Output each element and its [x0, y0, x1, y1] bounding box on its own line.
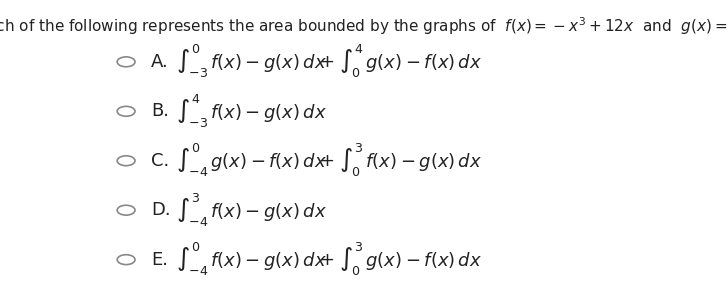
Text: $+$: $+$ [320, 53, 335, 71]
Text: $+$: $+$ [320, 152, 335, 170]
Text: $\int_{-3}^{0}\, f(x) - g(x)\, dx$: $\int_{-3}^{0}\, f(x) - g(x)\, dx$ [175, 43, 326, 80]
Text: C.: C. [151, 152, 169, 170]
Text: A.: A. [151, 53, 169, 71]
Text: $\int_{-3}^{4}\, f(x) - g(x)\, dx$: $\int_{-3}^{4}\, f(x) - g(x)\, dx$ [175, 93, 326, 130]
Text: $\int_{-4}^{0}\, g(x) - f(x)\, dx$: $\int_{-4}^{0}\, g(x) - f(x)\, dx$ [175, 142, 326, 179]
Text: $+$: $+$ [320, 251, 335, 269]
Text: $\int_{-4}^{0}\, f(x) - g(x)\, dx$: $\int_{-4}^{0}\, f(x) - g(x)\, dx$ [175, 241, 326, 278]
Text: $\int_{0}^{3}\, g(x) - f(x)\, dx$: $\int_{0}^{3}\, g(x) - f(x)\, dx$ [339, 241, 482, 278]
Text: D.: D. [151, 201, 170, 219]
Text: B.: B. [151, 102, 169, 120]
Text: Which of the following represents the area bounded by the graphs of  $f(x) = -x^: Which of the following represents the ar… [0, 15, 728, 37]
Text: E.: E. [151, 251, 168, 269]
Text: $\int_{0}^{3}\, f(x) - g(x)\, dx$: $\int_{0}^{3}\, f(x) - g(x)\, dx$ [339, 142, 482, 179]
Text: $\int_{0}^{4}\, g(x) - f(x)\, dx$: $\int_{0}^{4}\, g(x) - f(x)\, dx$ [339, 43, 482, 80]
Text: $\int_{-4}^{3}\, f(x) - g(x)\, dx$: $\int_{-4}^{3}\, f(x) - g(x)\, dx$ [175, 192, 326, 229]
